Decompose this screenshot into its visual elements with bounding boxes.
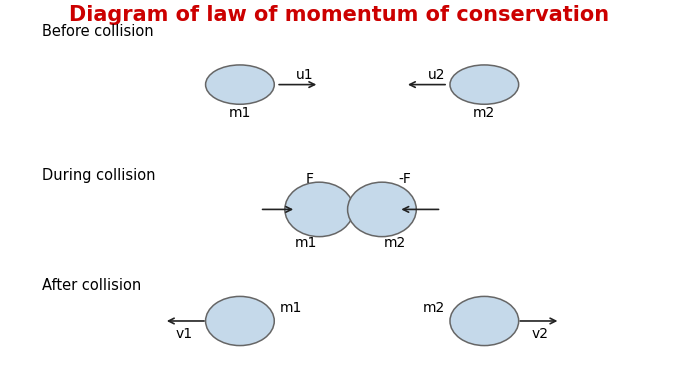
Text: During collision: During collision <box>42 168 155 183</box>
Text: -F: -F <box>399 172 412 186</box>
Text: m1: m1 <box>228 106 251 120</box>
Ellipse shape <box>205 65 275 104</box>
Text: After collision: After collision <box>42 277 141 293</box>
Text: u2: u2 <box>428 68 445 82</box>
Ellipse shape <box>450 65 519 104</box>
Text: m1: m1 <box>295 237 317 250</box>
Text: u1: u1 <box>296 68 314 82</box>
Text: v1: v1 <box>175 327 193 341</box>
Text: m2: m2 <box>422 301 445 315</box>
Text: Diagram of law of momentum of conservation: Diagram of law of momentum of conservati… <box>69 5 609 25</box>
Text: F: F <box>305 172 313 186</box>
Text: m1: m1 <box>279 301 302 315</box>
Ellipse shape <box>450 296 519 346</box>
Text: m2: m2 <box>384 237 406 250</box>
Ellipse shape <box>285 182 353 237</box>
Text: Before collision: Before collision <box>42 24 153 39</box>
Text: v2: v2 <box>532 327 549 341</box>
Ellipse shape <box>205 296 275 346</box>
Ellipse shape <box>348 182 416 237</box>
Text: m2: m2 <box>473 106 496 120</box>
